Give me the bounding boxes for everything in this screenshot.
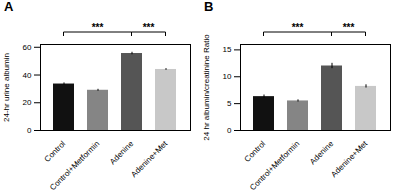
svg-text:5: 5	[227, 99, 232, 108]
svg-text:Control+Metformin: Control+Metformin	[48, 139, 101, 192]
html-text:B: B	[204, 0, 214, 14]
svg-text:Adenine: Adenine	[308, 139, 336, 167]
svg-text:40: 40	[23, 71, 32, 80]
svg-text:***: ***	[92, 22, 104, 33]
svg-text:24-hr urine albumin: 24-hr urine albumin	[2, 53, 11, 122]
html-text:A: A	[4, 0, 14, 14]
svg-text:Control+Metformin: Control+Metformin	[248, 139, 301, 192]
svg-text:Adenine+Met: Adenine+Met	[329, 139, 369, 179]
svg-text:***: ***	[143, 22, 155, 33]
svg-text:20: 20	[23, 98, 32, 107]
svg-text:***: ***	[343, 22, 355, 33]
svg-text:60: 60	[23, 43, 32, 52]
svg-text:Control: Control	[243, 139, 268, 164]
svg-text:0: 0	[227, 126, 232, 135]
svg-text:0: 0	[27, 126, 32, 135]
svg-text:Adenine: Adenine	[108, 139, 136, 167]
svg-text:Adenine+Met: Adenine+Met	[129, 139, 169, 179]
svg-text:Control: Control	[43, 139, 68, 164]
svg-text:***: ***	[292, 22, 304, 33]
svg-text:15: 15	[223, 45, 232, 54]
svg-text:24 hr albumin/creatinine Ratio: 24 hr albumin/creatinine Ratio	[202, 34, 211, 141]
svg-text:10: 10	[223, 72, 232, 81]
